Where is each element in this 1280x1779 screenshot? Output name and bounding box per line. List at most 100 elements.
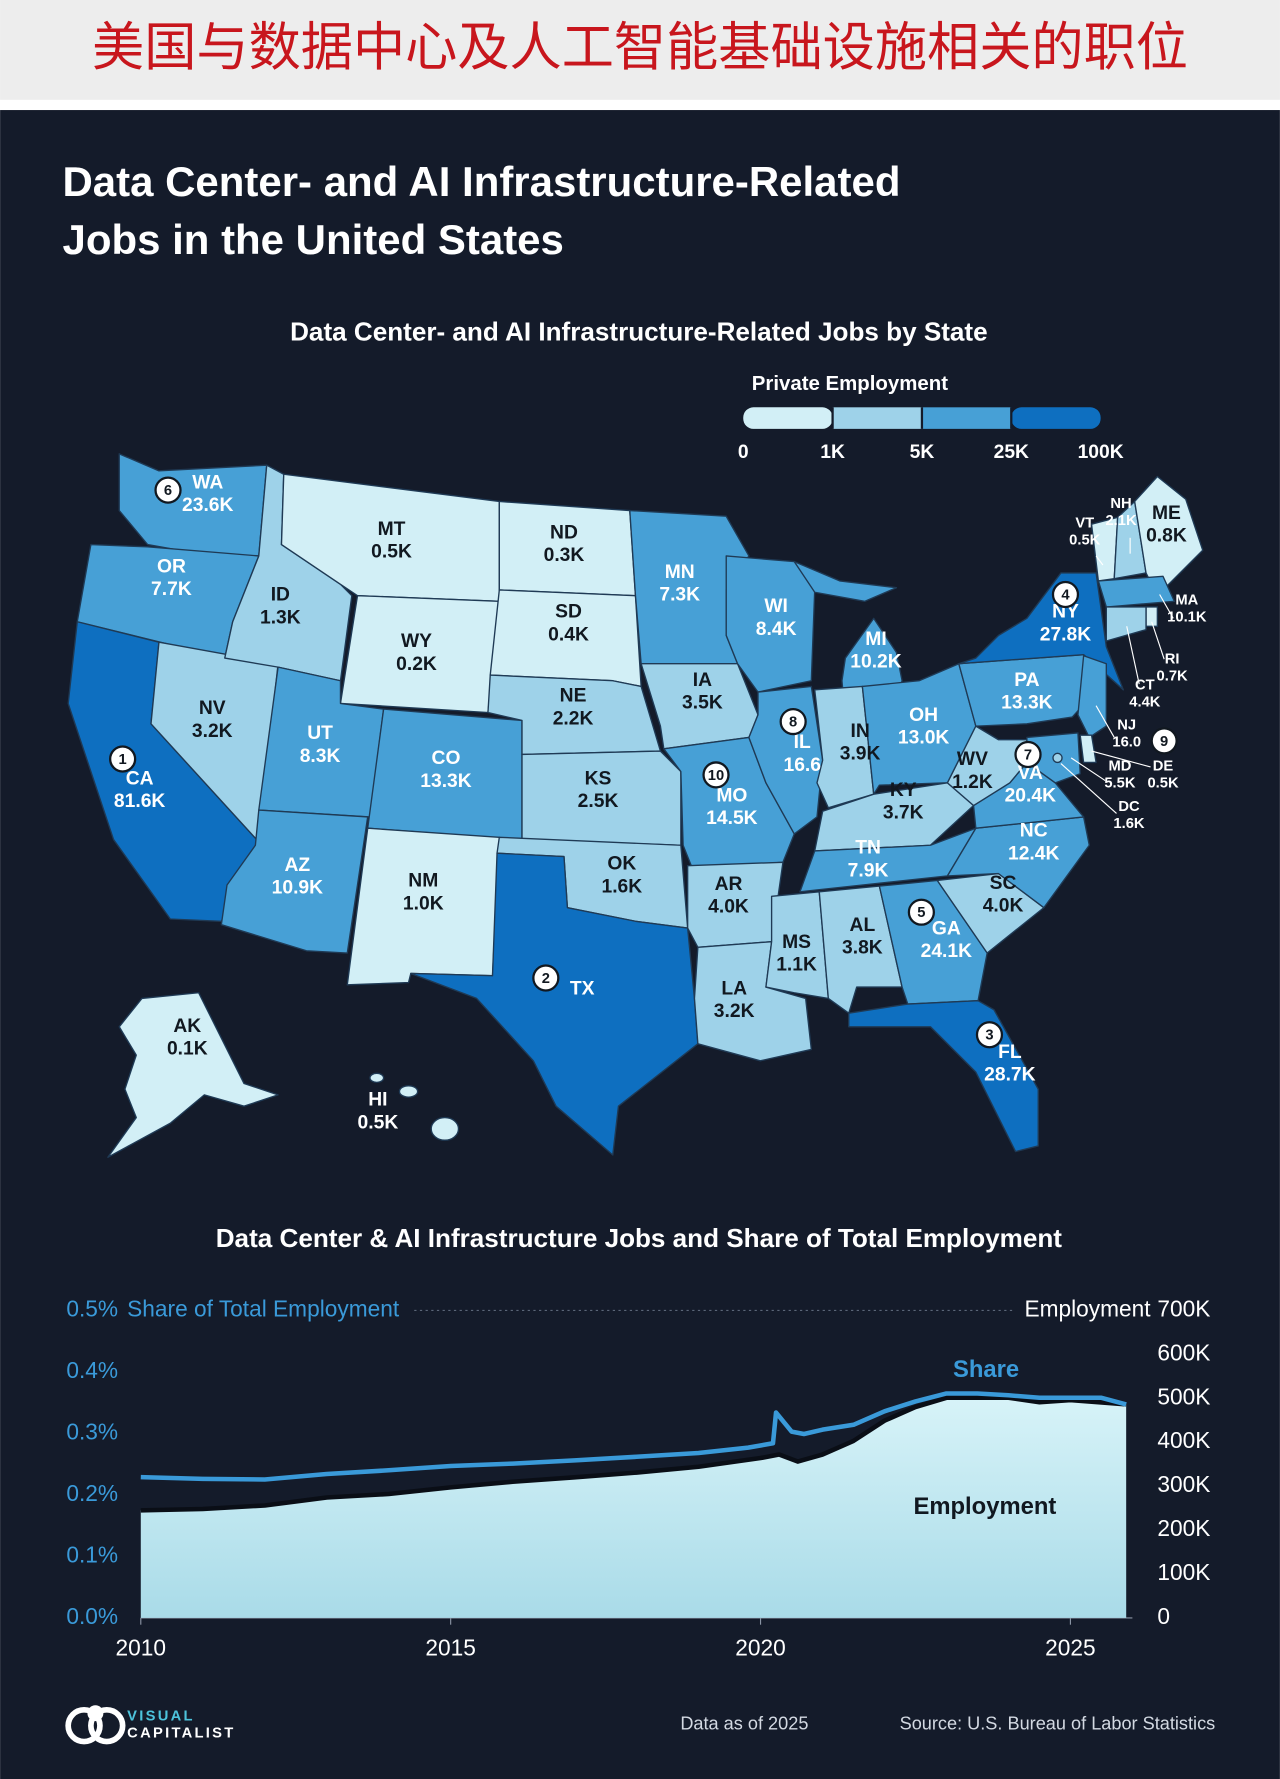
state-abbr: HI [368, 1090, 387, 1111]
state-abbr: OK [607, 854, 636, 875]
state-value: 1.2K [952, 772, 993, 793]
legend-label: 100K [1078, 442, 1124, 463]
rank-number: 5 [917, 905, 925, 921]
legend-label: 25K [994, 442, 1029, 463]
state-abbr: ID [271, 585, 290, 606]
state-abbr: WA [192, 472, 223, 493]
state-abbr: RI [1165, 652, 1180, 668]
state-abbr: CT [1135, 678, 1155, 694]
state-abbr: MN [665, 562, 695, 583]
rank-number: 6 [164, 483, 172, 499]
state-abbr: MT [378, 519, 406, 540]
brand-bottom: CAPITALIST [127, 1726, 235, 1742]
rank-number: 8 [789, 715, 797, 731]
state-value: 3.7K [883, 803, 924, 824]
state-value: 0.7K [1157, 669, 1188, 685]
state-abbr: MD [1108, 758, 1131, 774]
state-abbr: KY [890, 780, 917, 801]
header-title: 美国与数据中心及人工智能基础设施相关的职位 [92, 18, 1188, 78]
rank-badge [109, 745, 137, 773]
state-abbr: ND [550, 522, 578, 543]
rank-badge [779, 707, 807, 736]
state-abbr: LA [721, 978, 747, 999]
state-value: 3.9K [840, 744, 881, 765]
state-abbr: MO [716, 786, 747, 807]
state-abbr: IN [850, 721, 869, 742]
state-value: 2.1K [1105, 513, 1136, 529]
state-value: 4.4K [1129, 695, 1160, 711]
area-fill [140, 1397, 1127, 1618]
main-title: Data Center- and AI Infrastructure-Relat… [63, 158, 901, 205]
leader-line [1126, 626, 1140, 685]
y2-tick-label: 500K [1157, 1383, 1210, 1409]
rank-number: 2 [542, 971, 550, 987]
rank-number: 1 [119, 752, 127, 768]
state-abbr: TX [570, 978, 595, 999]
state-value: 0.1K [167, 1039, 208, 1060]
area-edge [140, 1395, 1127, 1513]
legend-swatch [1011, 407, 1101, 429]
legend-label: 1K [820, 442, 845, 463]
y2-tick-label: 300K [1157, 1471, 1210, 1497]
state-abbr: GA [932, 918, 961, 939]
state-abbr: CA [126, 769, 154, 790]
state-shape [1077, 655, 1107, 739]
state-shape [521, 750, 682, 846]
state-shape [107, 992, 279, 1158]
state-shape [1097, 575, 1176, 608]
state-value: 0.4K [548, 624, 589, 645]
rank-number: 7 [1024, 748, 1032, 764]
state-value: 27.8K [1040, 624, 1091, 645]
legend-label: 0 [738, 442, 749, 463]
state-shape [1079, 734, 1097, 764]
leader-line [1151, 621, 1165, 660]
state-value: 16.6 [783, 755, 821, 776]
state-abbr: NY [1052, 602, 1079, 623]
state-value: 10.2K [850, 652, 901, 673]
leader-line [1091, 750, 1151, 768]
state-abbr: NC [1020, 821, 1048, 842]
leader-line [1159, 594, 1174, 619]
state-shape [1105, 606, 1147, 642]
brand-top: VISUAL [127, 1708, 195, 1724]
y-tick-label: 0.2% [66, 1480, 118, 1506]
state-value: 7.7K [151, 579, 192, 600]
logo-mark [87, 1705, 104, 1722]
state-value: 0.5K [1147, 775, 1178, 791]
legend-swatch [921, 407, 1012, 429]
state-value: 0.5K [371, 542, 412, 563]
state-shape [369, 1072, 460, 1141]
state-abbr: ME [1152, 503, 1181, 524]
state-abbr: VT [1075, 515, 1094, 531]
rank-badge [154, 476, 182, 504]
state-value: 4.0K [983, 896, 1024, 917]
state-abbr: CO [432, 748, 461, 769]
legend-title: Private Employment [752, 373, 948, 395]
rank-number: 3 [985, 1028, 993, 1044]
y2-axis-title: Employment [1024, 1295, 1151, 1321]
x-tick-label: 2020 [735, 1635, 785, 1661]
state-value: 0.8K [1146, 526, 1187, 547]
state-abbr: OH [909, 705, 938, 726]
state-abbr: NE [560, 686, 587, 707]
leader-line [1095, 705, 1115, 738]
leader-line [1095, 555, 1104, 566]
header-band [0, 0, 1280, 100]
line-chart: 0.0% 0.1% 0.2% 0.3% 0.4% 0.5% 0 100K 200K 300K 400… [66, 1295, 1210, 1660]
state-value: 3.2K [714, 1001, 755, 1022]
state-abbr: MS [782, 932, 811, 953]
data-note: Data as of 2025 [680, 1713, 808, 1733]
state-value: 13.3K [1001, 693, 1052, 714]
state-value: 1.1K [776, 955, 817, 976]
state-abbr: WY [401, 631, 432, 652]
rank-badge [975, 1021, 1004, 1049]
state-abbr: NH [1110, 496, 1131, 512]
state-value: 2.2K [553, 708, 594, 729]
state-abbr: KS [585, 769, 612, 790]
state-value: 16.0 [1112, 734, 1141, 750]
share-line [140, 1391, 1127, 1482]
state-value: 13.0K [898, 728, 949, 749]
state-abbr: SC [990, 873, 1017, 894]
y2-tick-label: 100K [1157, 1559, 1210, 1585]
